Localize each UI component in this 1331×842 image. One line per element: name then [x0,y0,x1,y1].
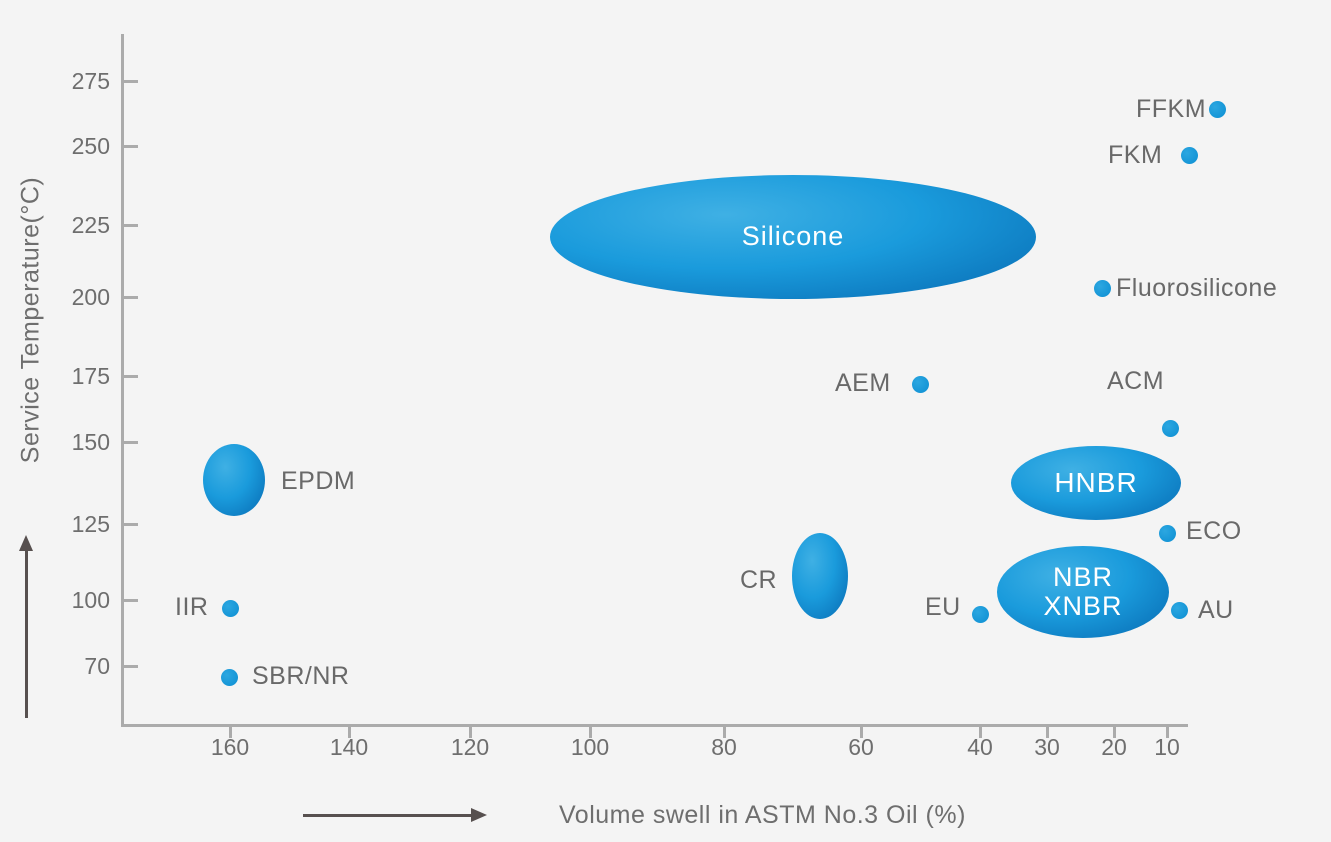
y-axis-tick-label: 225 [71,212,110,238]
data-point-aem [911,375,929,393]
bubble-hnbr: HNBR [1011,446,1181,520]
bubble-cr [792,533,848,619]
x-axis-tick [1046,724,1049,738]
x-axis-tick-label: 60 [848,734,874,760]
y-axis-tick-label: 200 [71,284,110,310]
point-label-iir: IIR [175,593,209,621]
x-direction-arrowhead-icon [471,808,487,822]
y-axis-tick [121,296,138,299]
x-axis-tick [1113,724,1116,738]
bubble-label-nbr-xnbr: XNBR [1043,591,1123,621]
y-axis-tick [121,80,138,83]
x-axis-tick-label: 30 [1034,734,1060,760]
x-axis-tick-label: 80 [711,734,737,760]
bubble-nbr-xnbr: NBR XNBR [997,546,1169,638]
point-label-fkm: FKM [1108,141,1163,169]
x-axis-tick-label: 20 [1101,734,1127,760]
point-label-eco: ECO [1186,517,1242,545]
y-axis-tick-label: 125 [71,511,110,537]
data-point-iir [221,599,239,617]
bubble-epdm [203,444,265,516]
data-point-fkm [1180,146,1198,164]
x-axis-title: Volume swell in ASTM No.3 Oil (%) [559,801,966,829]
x-axis-tick [589,724,592,738]
y-axis-tick-label: 175 [71,363,110,389]
x-axis-tick-label: 10 [1154,734,1180,760]
point-label-aem: AEM [835,369,891,397]
y-direction-arrow [25,549,28,718]
data-point-ffkm [1208,100,1226,118]
bubble-label-silicone: Silicone [741,221,845,252]
y-axis-tick-label: 150 [71,429,110,455]
x-axis-tick-label: 160 [210,734,250,760]
bubble-label-hnbr: HNBR [1054,466,1138,498]
bubble-label-epdm: EPDM [281,467,356,495]
y-axis-tick [121,665,138,668]
point-label-sbr-nr: SBR/NR [252,662,350,690]
x-axis-line [121,724,1188,727]
y-axis-tick-label: 70 [84,653,110,679]
data-point-eu [971,605,989,623]
point-label-au: AU [1198,596,1234,624]
y-axis-tick-label: 275 [71,68,110,94]
x-axis-tick-label: 120 [450,734,490,760]
y-direction-arrowhead-icon [19,535,33,551]
x-axis-tick-label: 40 [967,734,993,760]
data-point-eco [1158,524,1176,542]
x-axis-tick [723,724,726,738]
x-direction-arrow [303,814,473,817]
x-axis-tick [860,724,863,738]
x-axis-tick [979,724,982,738]
point-label-acm: ACM [1107,367,1165,395]
data-point-sbr-nr [220,668,238,686]
data-point-fluorosilicone [1093,279,1111,297]
x-axis-tick [469,724,472,738]
y-axis-tick-label: 100 [71,587,110,613]
point-label-eu: EU [925,593,961,621]
x-axis-tick [348,724,351,738]
point-label-ffkm: FFKM [1136,95,1207,123]
x-axis-tick-label: 100 [570,734,610,760]
y-axis-tick [121,441,138,444]
y-axis-tick [121,599,138,602]
y-axis-line [121,34,124,727]
y-axis-tick [121,224,138,227]
bubble-label-cr: CR [740,566,778,594]
y-axis-tick [121,145,138,148]
y-axis-tick [121,375,138,378]
y-axis-tick-label: 250 [71,133,110,159]
x-axis-tick [1166,724,1169,738]
x-axis-tick [229,724,232,738]
point-label-fluorosilicone: Fluorosilicone [1116,274,1278,302]
y-axis-tick [121,523,138,526]
data-point-acm [1161,419,1179,437]
bubble-silicone: Silicone [550,175,1036,299]
data-point-au [1170,601,1188,619]
x-axis-tick-label: 140 [329,734,369,760]
bubble-label-nbr-xnbr: NBR [1052,561,1113,592]
